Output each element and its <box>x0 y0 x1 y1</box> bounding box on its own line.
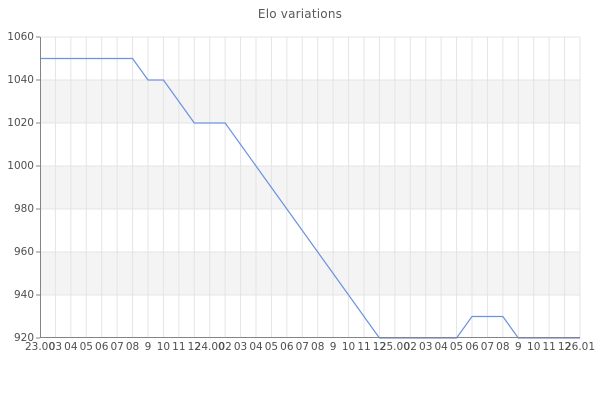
x-tick-label: 05 <box>449 341 464 353</box>
x-tick-label: 07 <box>110 341 124 353</box>
y-tick-label: 1020 <box>7 117 34 129</box>
x-tick-label: 10 <box>341 341 356 353</box>
elo-line <box>40 57 580 339</box>
plot-band <box>40 123 580 166</box>
x-tick-label: 12 <box>557 341 572 353</box>
x-tick-label: 03 <box>233 341 248 353</box>
x-tick-label: 9 <box>514 341 522 353</box>
plot-band <box>40 166 580 209</box>
y-tick-label: 1040 <box>7 74 34 86</box>
plot-area <box>36 36 581 339</box>
plot-canvas <box>36 36 581 339</box>
x-tick-label: 23.00 <box>24 341 56 353</box>
x-tick-label: 25.00 <box>379 341 410 353</box>
x-tick-label: 10 <box>527 341 541 353</box>
plot-band <box>40 209 580 252</box>
x-tick-label: 03 <box>419 341 433 353</box>
x-tick-label: 08 <box>125 341 140 353</box>
y-tick-label: 920 <box>13 332 34 344</box>
x-tick-label: 9 <box>144 341 152 353</box>
y-tick-label: 960 <box>13 246 34 258</box>
x-tick-label: 06 <box>465 341 479 353</box>
x-tick-label: 9 <box>329 341 337 353</box>
y-tick-label: 1060 <box>7 31 34 43</box>
x-tick-label: 05 <box>79 341 93 353</box>
plot-band <box>40 252 580 295</box>
x-tick-label: 11 <box>172 341 186 353</box>
x-tick-label: 10 <box>156 341 171 353</box>
x-tick-label: 08 <box>311 341 325 353</box>
x-tick-label: 11 <box>542 341 556 353</box>
x-tick-label: 02 <box>403 341 417 353</box>
x-tick-label: 04 <box>64 341 78 353</box>
x-tick-label: 12 <box>187 341 201 353</box>
x-tick-label: 04 <box>249 341 263 353</box>
x-tick-label: 24.00 <box>194 341 225 353</box>
x-tick-label: 04 <box>434 341 448 353</box>
y-tick-label: 940 <box>13 289 34 301</box>
y-tick-label: 980 <box>13 203 34 215</box>
x-tick-label: 08 <box>496 341 510 353</box>
x-tick-label: 06 <box>95 341 109 353</box>
y-tick-label: 1000 <box>7 160 34 172</box>
plot-band <box>40 80 580 123</box>
x-tick-label: 02 <box>218 341 232 353</box>
x-tick-label: 05 <box>264 341 279 353</box>
chart-title: Elo variations <box>257 7 343 21</box>
x-tick-label: 12 <box>372 341 387 353</box>
x-tick-label: 06 <box>280 341 294 353</box>
x-tick-label: 26.01 <box>564 341 596 353</box>
x-tick-label: 07 <box>295 341 309 353</box>
x-tick-label: 11 <box>357 341 371 353</box>
x-tick-label: 03 <box>48 341 63 353</box>
x-tick-label: 07 <box>480 341 495 353</box>
